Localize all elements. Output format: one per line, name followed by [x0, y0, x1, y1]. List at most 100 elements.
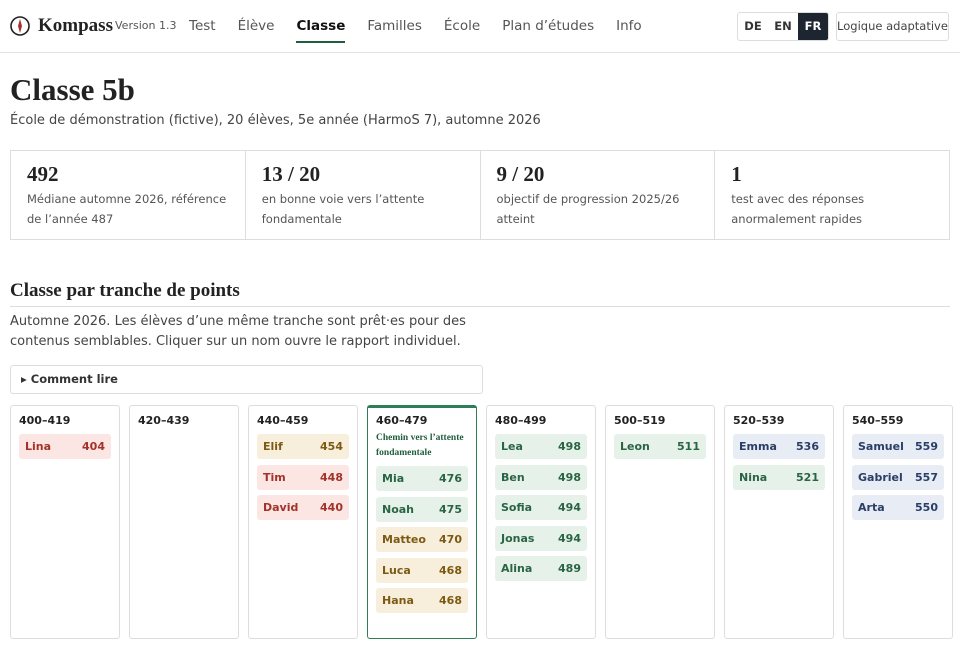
student-chip[interactable]: Matteo 470 [376, 527, 468, 552]
student-name: Matteo [382, 533, 426, 546]
student-chip[interactable]: Emma 536 [733, 434, 825, 459]
student-name: David [263, 501, 299, 514]
stat-value: 492 [27, 162, 59, 186]
student-chip[interactable]: Ben 498 [495, 464, 587, 490]
student-chip[interactable]: Noah 475 [376, 496, 468, 522]
stat-value: 1 [731, 162, 742, 186]
stat-card: 9 / 20 objectif de progression 2025/26 at… [481, 151, 716, 239]
student-score: 494 [558, 531, 581, 545]
student-score: 468 [439, 594, 462, 607]
stat-label: en bonne voie vers l’attente fondamental… [261, 192, 425, 226]
details-label: Comment lire [30, 372, 118, 386]
nav-item[interactable]: Élève [237, 18, 275, 34]
language-option[interactable]: FR [798, 13, 828, 40]
student-chip[interactable]: Alina 489 [495, 556, 587, 581]
stat-card: 1 test avec des réponses anormalement rap… [715, 151, 949, 239]
student-chip[interactable]: Lina 404 [19, 434, 111, 459]
band-range: 480–499 [495, 414, 547, 427]
language-switch: DE EN FR [737, 12, 829, 41]
student-chip[interactable]: Arta 550 [852, 495, 944, 520]
brand[interactable]: Kompass [10, 15, 113, 37]
adaptive-logic-button[interactable]: Logique adaptative [836, 12, 949, 41]
stat-card: 13 / 20 en bonne voie vers l’attente fond… [246, 151, 481, 239]
band-range: 500–519 [614, 414, 666, 427]
student-chip[interactable]: Elif 454 [257, 434, 349, 459]
student-name: Jonas [501, 531, 535, 545]
student-score: 536 [796, 440, 819, 453]
nav-item[interactable]: Classe [296, 0, 346, 43]
band-column: 460–479 Chemin vers l’attente fondamental… [367, 405, 477, 639]
brand-name: Kompass [38, 15, 113, 36]
stat-value: 13 / 20 [261, 162, 321, 186]
stats: 492 Médiane automne 2026, référence de l’… [10, 150, 950, 240]
student-score: 475 [439, 502, 462, 516]
student-name: Tim [263, 470, 286, 484]
student-score: 557 [915, 470, 938, 484]
nav-item[interactable]: École [443, 18, 481, 34]
student-chip[interactable]: Lea 498 [495, 434, 587, 459]
student-score: 494 [558, 501, 581, 514]
student-name: Leon [620, 440, 650, 453]
student-score: 404 [82, 440, 105, 453]
student-name: Lina [25, 440, 52, 453]
language-option[interactable]: EN [774, 19, 792, 33]
student-score: 498 [558, 470, 581, 484]
student-score: 454 [320, 440, 343, 453]
student-chip[interactable]: Mia 476 [376, 466, 468, 491]
nav-item[interactable]: Info [616, 18, 642, 34]
student-score: 489 [558, 562, 581, 575]
student-name: Ben [501, 470, 525, 484]
stat-value: 9 / 20 [496, 162, 545, 186]
student-score: 559 [915, 440, 938, 453]
band-column: 480–499 Lea 498 Ben 498 Sofia 494 Jonas 494 Alina… [486, 405, 596, 639]
student-score: 476 [439, 472, 462, 485]
student-chip[interactable]: Gabriel 557 [852, 464, 944, 490]
band-range: 540–559 [852, 414, 904, 427]
student-name: Noah [382, 502, 415, 516]
stat-label: objectif de progression 2025/26 atteint [496, 192, 680, 226]
bands: 400–419 Lina 404 420–439 440–459 Elif 454 Tim 44… [10, 405, 953, 639]
student-score: 550 [915, 501, 938, 514]
student-name: Samuel [858, 440, 904, 453]
student-score: 511 [677, 440, 700, 453]
student-name: Emma [739, 440, 777, 453]
student-score: 448 [320, 470, 343, 484]
page-title: Classe 5b [10, 72, 135, 107]
band-column: 500–519 Leon 511 [605, 405, 715, 639]
band-range: 440–459 [257, 414, 309, 427]
student-name: Lea [501, 440, 523, 453]
triangle: ▸ [21, 372, 31, 386]
nav-item[interactable]: Test [189, 18, 216, 34]
band-column: 440–459 Elif 454 Tim 448 David 440 [248, 405, 358, 639]
nav-item[interactable]: Plan d’études [502, 18, 595, 34]
student-name: Luca [382, 563, 411, 577]
student-chip[interactable]: Sofia 494 [495, 495, 587, 520]
nav-item[interactable]: Familles [367, 18, 422, 34]
page-subtitle: École de démonstration (fictive), 20 élè… [10, 113, 541, 128]
student-chip[interactable]: Leon 511 [614, 434, 706, 459]
stat-label: Médiane automne 2026, référence de l’ann… [27, 192, 227, 226]
student-chip[interactable]: Tim 448 [257, 464, 349, 490]
student-chip[interactable]: Nina 521 [733, 464, 825, 490]
band-range: 520–539 [733, 414, 785, 427]
band-column: 540–559 Samuel 559 Gabriel 557 Arta 550 [843, 405, 953, 639]
top-bar: Kompass Version 1.3 Test Élève Classe Famil… [0, 0, 960, 53]
student-chip[interactable]: Jonas 494 [495, 525, 587, 551]
student-chip[interactable]: David 440 [257, 495, 349, 520]
section-title: Classe par tranche de points [10, 280, 950, 307]
band-range: 400–419 [19, 414, 71, 427]
details-toggle[interactable]: ▸ Comment lire [10, 365, 483, 394]
band-note: Chemin vers l’attente fondamentale [376, 433, 464, 458]
student-chip[interactable]: Samuel 559 [852, 434, 944, 459]
student-name: Mia [382, 472, 405, 485]
student-name: Alina [501, 562, 533, 575]
student-name: Nina [739, 470, 768, 484]
student-chip[interactable]: Hana 468 [376, 588, 468, 613]
student-score: 498 [558, 440, 581, 453]
version: Version 1.3 [115, 19, 177, 32]
language-option[interactable]: DE [744, 19, 762, 33]
student-chip[interactable]: Luca 468 [376, 557, 468, 583]
student-name: Arta [858, 501, 885, 514]
